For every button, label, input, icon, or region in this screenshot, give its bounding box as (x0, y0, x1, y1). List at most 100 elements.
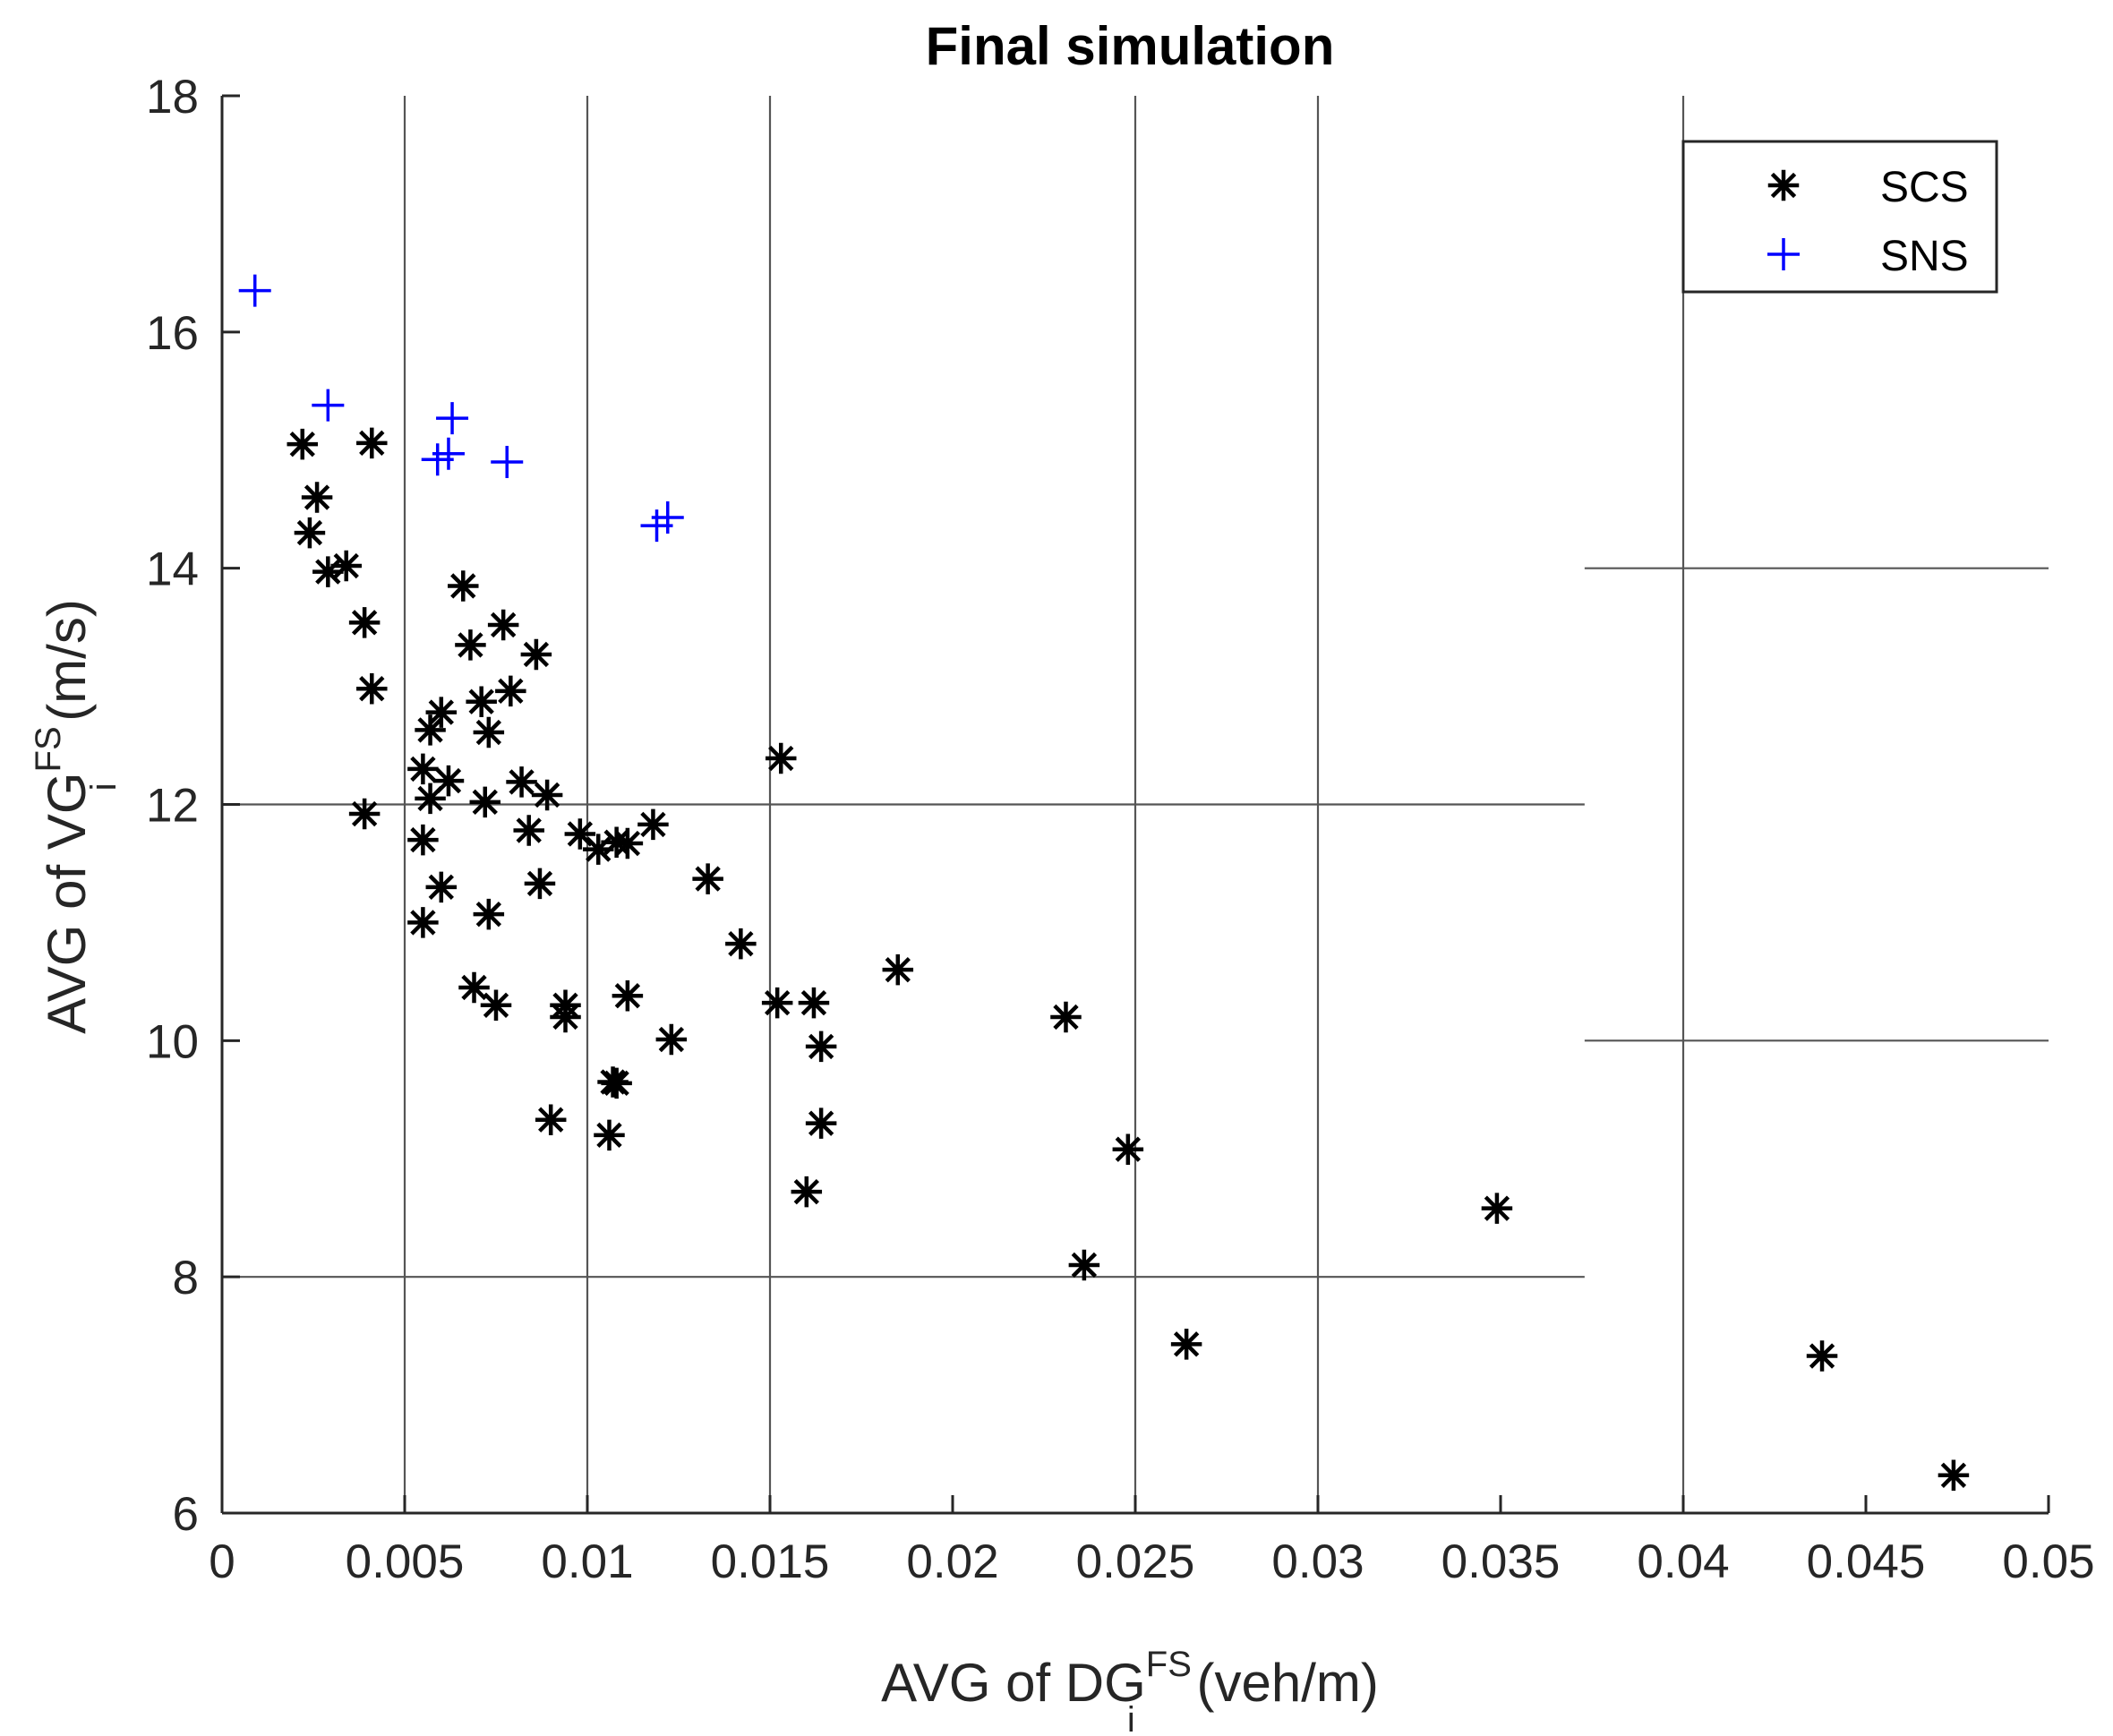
legend-symbol-sns (1767, 238, 1800, 270)
data-point-scs (495, 675, 526, 707)
x-tick-label: 0.035 (1441, 1535, 1561, 1588)
data-point-scs (407, 824, 439, 856)
data-point-scs (805, 1107, 837, 1139)
y-tick-label: 16 (146, 307, 199, 360)
data-point-scs (330, 550, 362, 582)
data-point-scs (612, 979, 644, 1012)
y-tick-label: 10 (146, 1015, 199, 1068)
data-point-scs (791, 1176, 823, 1208)
data-point-scs (473, 716, 505, 748)
data-point-scs (312, 556, 344, 587)
data-point-scs (432, 765, 465, 797)
x-axis-label-prefix: AVG of DG (881, 1653, 1146, 1713)
data-point-scs (415, 782, 446, 815)
y-axis-label-sup: FS (29, 726, 68, 772)
data-point-sns (238, 274, 271, 307)
data-point-scs (612, 827, 644, 859)
data-point-scs (1112, 1133, 1144, 1165)
data-point-scs (356, 672, 388, 705)
x-tick-label: 0.045 (1807, 1535, 1926, 1588)
legend-marker-sns (1767, 238, 1800, 270)
data-point-scs (550, 1001, 581, 1033)
y-tick-label: 18 (146, 71, 199, 124)
data-point-scs (725, 928, 757, 960)
data-points (238, 274, 1970, 1492)
x-tick-label: 0.03 (1271, 1535, 1364, 1588)
y-axis-label-group: AVG of VGFS i (m/s) (29, 599, 124, 1034)
data-point-scs (594, 1119, 625, 1151)
data-point-scs (798, 987, 830, 1019)
x-tick-label: 0.01 (541, 1535, 633, 1588)
data-point-scs (637, 808, 669, 841)
data-point-scs (455, 629, 486, 661)
data-point-scs (805, 1030, 837, 1063)
grid-lines (222, 96, 2049, 1513)
data-point-scs (655, 1023, 688, 1056)
data-point-scs (301, 482, 333, 513)
chart-title: Final simulation (926, 16, 1335, 76)
data-point-sns (432, 437, 465, 470)
data-point-sns (651, 500, 684, 534)
data-point-scs (524, 868, 556, 900)
data-point-scs (513, 815, 544, 846)
data-point-sns (312, 389, 345, 422)
data-point-scs (415, 714, 446, 746)
y-tick-label: 8 (173, 1252, 199, 1304)
data-point-scs (466, 686, 497, 717)
x-tick-label: 0.04 (1637, 1535, 1729, 1588)
data-point-scs (348, 607, 381, 638)
data-point-scs (287, 428, 319, 460)
data-point-scs (356, 427, 388, 459)
data-point-scs (458, 971, 490, 1004)
x-tick-label: 0.005 (346, 1535, 465, 1588)
x-axis-label: AVG of DGFS i (veh/m) (881, 1645, 1379, 1736)
x-axis-label-sub: i (1127, 1700, 1135, 1736)
data-point-scs (1050, 1001, 1082, 1033)
y-axis-label-prefix: AVG of VG (37, 772, 97, 1033)
data-point-scs (564, 818, 596, 850)
y-axis-label-sub: i (84, 782, 124, 791)
data-point-scs (582, 834, 614, 865)
tick-labels: 0 0.005 0.01 0.015 0.02 0.025 0.03 0.035 0.04 0.0… (146, 71, 2095, 1588)
legend-marker-scs (1767, 169, 1800, 201)
legend-label-sns: SNS (1880, 233, 1969, 280)
data-point-scs (535, 1104, 567, 1135)
data-point-scs (1170, 1329, 1202, 1360)
y-axis-label: AVG of VGFS i (m/s) (29, 599, 124, 1034)
data-point-scs (407, 753, 439, 785)
data-point-scs (531, 779, 563, 811)
data-point-scs (473, 898, 505, 930)
data-point-scs (425, 697, 458, 728)
data-point-scs (692, 863, 723, 894)
legend-box (1681, 140, 1998, 294)
data-point-scs (469, 786, 501, 818)
data-point-scs (1806, 1340, 1838, 1372)
legend-label-scs: SCS (1880, 164, 1969, 211)
data-point-scs (348, 798, 381, 830)
x-tick-label: 0.015 (711, 1535, 830, 1588)
x-tick-label: 0 (209, 1535, 235, 1588)
y-axis-label-unit: (m/s) (37, 599, 97, 736)
data-point-scs (506, 766, 537, 798)
x-axis-label-unit: (veh/m) (1182, 1653, 1379, 1713)
data-point-scs (448, 570, 479, 602)
data-point-sns (491, 445, 524, 478)
x-tick-label: 0.02 (906, 1535, 998, 1588)
legend: SCS SNS (1681, 140, 1998, 294)
x-tick-label: 0.05 (2002, 1535, 2094, 1588)
data-point-scs (882, 954, 914, 986)
data-point-scs (1068, 1249, 1100, 1281)
data-point-scs (601, 1067, 632, 1099)
data-point-scs (520, 638, 552, 671)
legend-symbol-scs (1767, 169, 1800, 201)
data-point-scs (1938, 1459, 1970, 1492)
y-tick-label: 12 (146, 780, 199, 833)
data-point-scs (765, 742, 797, 774)
data-point-scs (761, 987, 793, 1019)
x-tick-label: 0.025 (1076, 1535, 1195, 1588)
y-tick-label: 14 (146, 543, 199, 596)
x-axis-label-sup: FS (1146, 1645, 1192, 1684)
data-point-scs (294, 517, 326, 549)
data-point-scs (480, 989, 512, 1022)
